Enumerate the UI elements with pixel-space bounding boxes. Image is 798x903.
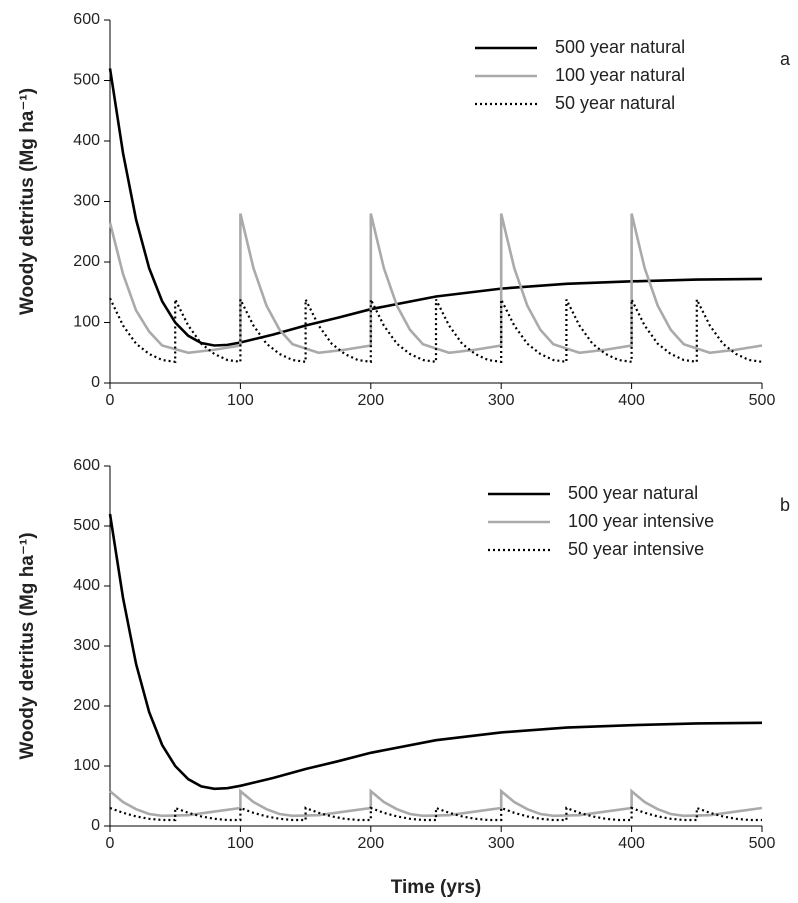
x-tick-label: 500 [749, 835, 776, 852]
x-tick-label: 100 [227, 392, 254, 409]
y-tick-label: 300 [73, 193, 100, 210]
y-tick-label: 500 [73, 517, 100, 534]
series-line [109, 788, 763, 818]
panel-label: a [780, 49, 791, 69]
legend-label: 50 year natural [555, 93, 675, 113]
legend-label: 500 year natural [568, 483, 698, 503]
legend-label: 500 year natural [555, 37, 685, 57]
y-tick-label: 400 [73, 132, 100, 149]
y-tick-label: 0 [91, 374, 100, 391]
legend-label: 100 year intensive [568, 511, 714, 531]
x-axis-label: Time (yrs) [391, 877, 481, 898]
panel-label: b [780, 495, 790, 515]
x-tick-label: 200 [357, 392, 384, 409]
legend-label: 50 year intensive [568, 539, 704, 559]
x-tick-label: 300 [488, 835, 515, 852]
series-line [108, 213, 763, 355]
y-tick-label: 300 [73, 637, 100, 654]
x-tick-label: 400 [618, 835, 645, 852]
y-tick-label: 100 [73, 757, 100, 774]
y-tick-label: 0 [91, 817, 100, 834]
y-tick-label: 600 [73, 11, 100, 28]
y-tick-label: 400 [73, 577, 100, 594]
x-tick-label: 100 [227, 835, 254, 852]
y-tick-label: 200 [73, 697, 100, 714]
x-tick-label: 500 [749, 392, 776, 409]
y-axis-label: Woody detritus (Mg ha⁻¹) [17, 88, 38, 315]
legend-label: 100 year natural [555, 65, 685, 85]
series-line [108, 513, 763, 791]
x-tick-label: 300 [488, 392, 515, 409]
y-tick-label: 500 [73, 72, 100, 89]
x-tick-label: 0 [106, 392, 115, 409]
x-tick-label: 0 [106, 835, 115, 852]
y-tick-label: 100 [73, 314, 100, 331]
y-tick-label: 200 [73, 253, 100, 270]
x-tick-label: 200 [357, 835, 384, 852]
y-tick-label: 600 [73, 457, 100, 474]
y-axis-label: Woody detritus (Mg ha⁻¹) [17, 532, 38, 759]
series-line [109, 806, 762, 822]
x-tick-label: 400 [618, 392, 645, 409]
series-line [109, 297, 763, 364]
